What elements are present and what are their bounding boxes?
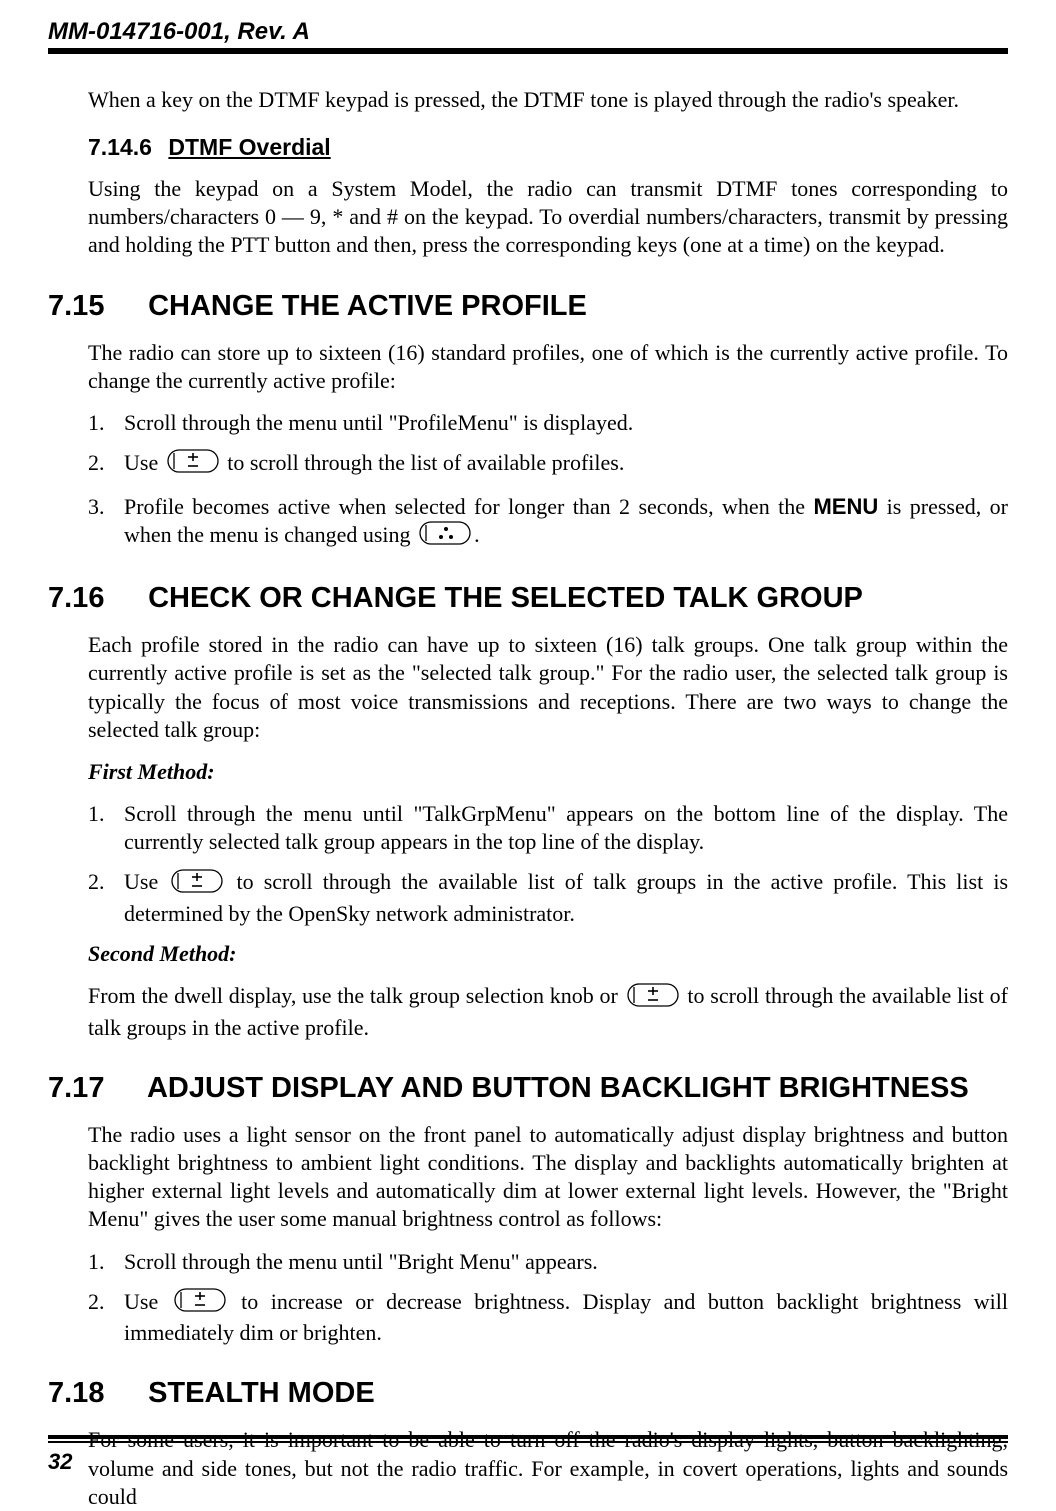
- section-7-14-6-body: Using the keypad on a System Model, the …: [88, 175, 1008, 259]
- section-7-16-heading: 7.16 CHECK OR CHANGE THE SELECTED TALK G…: [48, 582, 1008, 615]
- list-text: Profile becomes active when selected for…: [124, 493, 1008, 553]
- list-number: 2.: [88, 1288, 124, 1348]
- section-number: 7.16: [48, 582, 140, 615]
- section-7-17-lead: The radio uses a light sensor on the fro…: [88, 1121, 1008, 1234]
- list-item: 2. Use to scroll through the list of ava…: [88, 449, 1008, 481]
- plus-minus-button-icon: [174, 1288, 226, 1319]
- list-item: 1. Scroll through the menu until "Bright…: [88, 1248, 1008, 1276]
- section-7-15-heading: 7.15 CHANGE THE ACTIVE PROFILE: [48, 290, 1008, 323]
- section-title: STEALTH MODE: [148, 1377, 375, 1409]
- list-number: 2.: [88, 868, 124, 928]
- list-number: 1.: [88, 800, 124, 856]
- section-title: CHECK OR CHANGE THE SELECTED TALK GROUP: [148, 582, 863, 614]
- section-7-14-6-heading: 7.14.6 DTMF Overdial: [88, 134, 1008, 161]
- plus-minus-button-icon: [167, 449, 219, 480]
- list-number: 2.: [88, 449, 124, 481]
- list-text: Scroll through the menu until "Bright Me…: [124, 1248, 1008, 1276]
- first-method-label: First Method:: [88, 758, 1008, 786]
- section-number: 7.18: [48, 1377, 140, 1410]
- list-item: 3. Profile becomes active when selected …: [88, 493, 1008, 553]
- section-number: 7.15: [48, 290, 140, 323]
- plus-minus-button-icon: [627, 983, 679, 1014]
- document-id-header: MM-014716-001, Rev. A: [48, 18, 1008, 54]
- menu-label: MENU: [813, 494, 878, 519]
- list-number: 1.: [88, 1248, 124, 1276]
- list-number: 3.: [88, 493, 124, 553]
- section-7-17-list: 1. Scroll through the menu until "Bright…: [88, 1248, 1008, 1348]
- plus-minus-button-icon: [171, 869, 223, 900]
- section-7-16-lead: Each profile stored in the radio can hav…: [88, 631, 1008, 744]
- list-text: Scroll through the menu until "TalkGrpMe…: [124, 800, 1008, 856]
- section-number: 7.17: [48, 1072, 140, 1105]
- list-text: Scroll through the menu until "ProfileMe…: [124, 409, 1008, 437]
- second-method-body: From the dwell display, use the talk gro…: [88, 982, 1008, 1042]
- section-7-17-heading: 7.17 ADJUST DISPLAY AND BUTTON BACKLIGHT…: [48, 1072, 1008, 1105]
- section-7-15-lead: The radio can store up to sixteen (16) s…: [88, 339, 1008, 395]
- list-item: 2. Use to increase or decrease brightnes…: [88, 1288, 1008, 1348]
- intro-paragraph: When a key on the DTMF keypad is pressed…: [88, 86, 1008, 114]
- first-method-list: 1. Scroll through the menu until "TalkGr…: [88, 800, 1008, 928]
- list-text: Use to increase or decrease brightness. …: [124, 1288, 1008, 1348]
- list-text: Use to scroll through the available list…: [124, 868, 1008, 928]
- section-7-18-heading: 7.18 STEALTH MODE: [48, 1377, 1008, 1410]
- dot-menu-button-icon: [419, 521, 471, 552]
- footer-rule: [48, 1435, 1008, 1443]
- page-number: 32: [48, 1449, 72, 1475]
- section-title: ADJUST DISPLAY AND BUTTON BACKLIGHT BRIG…: [147, 1072, 969, 1104]
- section-7-15-list: 1. Scroll through the menu until "Profil…: [88, 409, 1008, 552]
- section-title: CHANGE THE ACTIVE PROFILE: [148, 290, 587, 322]
- second-method-label: Second Method:: [88, 940, 1008, 968]
- section-number: 7.14.6: [88, 134, 162, 161]
- list-text: Use to scroll through the list of availa…: [124, 449, 1008, 481]
- list-item: 2. Use to scroll through the available l…: [88, 868, 1008, 928]
- list-number: 1.: [88, 409, 124, 437]
- section-title: DTMF Overdial: [168, 134, 330, 160]
- list-item: 1. Scroll through the menu until "TalkGr…: [88, 800, 1008, 856]
- list-item: 1. Scroll through the menu until "Profil…: [88, 409, 1008, 437]
